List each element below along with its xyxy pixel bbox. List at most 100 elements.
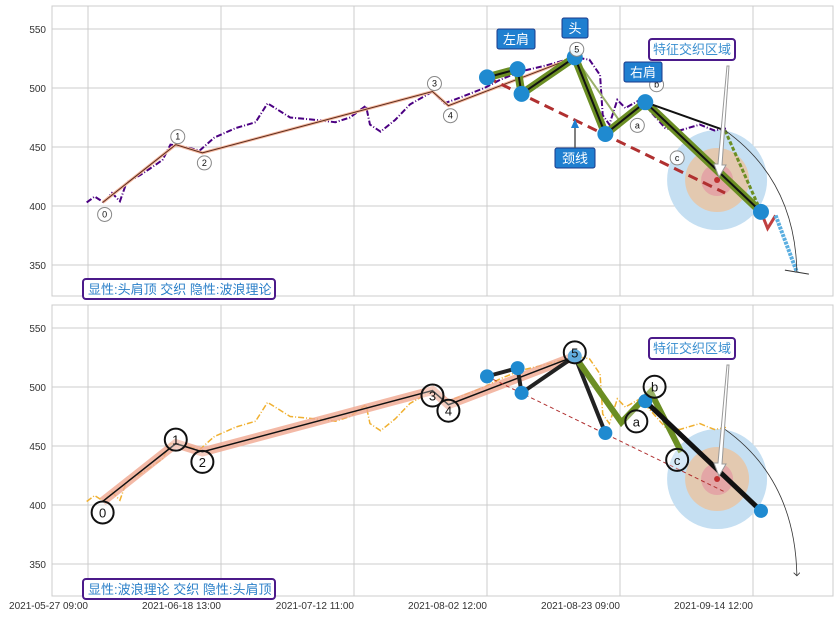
- zone-arrow-icon: [713, 364, 730, 478]
- wave-label: 0: [102, 209, 107, 219]
- callout-box-left-shoulder: [496, 28, 536, 50]
- x-tick-label: 2021-08-02 12:00: [408, 601, 487, 612]
- price-line: [86, 56, 728, 204]
- y-tick-label: 400: [29, 202, 46, 213]
- trend-line: [644, 101, 726, 132]
- y-tick-label: 500: [29, 84, 46, 95]
- wave-label-circle: [562, 340, 587, 365]
- hs-point: [598, 426, 613, 441]
- hs-point: [597, 126, 614, 143]
- x-tick-label: 2021-05-27 09:00: [9, 601, 88, 612]
- zone-arrow-icon: [713, 65, 730, 179]
- hs-point: [514, 385, 529, 400]
- wave-label-circle: [442, 108, 458, 124]
- hs-point: [753, 503, 768, 518]
- projection-line: [773, 214, 799, 273]
- callout-left-shoulder: 左肩: [503, 32, 529, 47]
- wave-label: 3: [429, 389, 436, 404]
- legend-text: 显性:头肩顶 交织 隐性:波浪理论: [88, 282, 271, 297]
- wave-label-circle: [436, 398, 461, 423]
- y-tick-label: 400: [29, 501, 46, 512]
- legend: 显性:波浪理论 交织 隐性:头肩顶: [82, 578, 276, 600]
- wave-label-circle: [629, 117, 645, 133]
- callout-box-right-shoulder: [623, 61, 663, 83]
- wave-line: [102, 56, 575, 203]
- callout-neckline: 颈线: [562, 151, 588, 166]
- zone-callout: 特征交织区域: [648, 38, 736, 179]
- y-tick-label: 450: [29, 143, 46, 154]
- wave-label: b: [654, 80, 659, 90]
- y-tick-label: 550: [29, 324, 46, 335]
- y-tick-label: 500: [29, 383, 46, 394]
- wave-label: a: [635, 120, 640, 130]
- wave-label-circle: [196, 155, 212, 171]
- hs-point: [752, 203, 769, 220]
- hs-point: [513, 85, 530, 102]
- zone-label: 特征交织区域: [653, 341, 731, 356]
- wave-label-circle: [426, 76, 442, 92]
- zone-label: 特征交织区域: [653, 42, 731, 57]
- wave-label-circle: [569, 41, 585, 57]
- feature-zone-center: [714, 476, 721, 483]
- hs-point: [479, 69, 495, 86]
- wave-label: c: [674, 453, 681, 468]
- wave-label-circle: [665, 447, 690, 472]
- forecast-arc: [724, 130, 798, 273]
- legend-text: 显性:波浪理论 交织 隐性:头肩顶: [88, 582, 271, 597]
- wave-label: 3: [432, 79, 437, 89]
- forecast-arc: [724, 429, 797, 575]
- hs-point: [510, 361, 525, 376]
- wave-label: 2: [199, 455, 206, 470]
- wave-label-circle: [190, 449, 215, 474]
- wave-label-circle: [624, 409, 649, 434]
- hs-line: [643, 399, 763, 513]
- callout-box-head: [561, 17, 589, 39]
- x-tick-label: 2021-08-23 09:00: [541, 601, 620, 612]
- wave-label-circle: [420, 383, 445, 408]
- x-tick-label: 2021-07-12 11:00: [276, 601, 355, 612]
- feature-zone-center: [714, 177, 721, 184]
- wave-label: 5: [574, 44, 579, 54]
- hs-point: [637, 94, 654, 111]
- wave-label-circle: [90, 500, 115, 525]
- hs-point: [638, 394, 653, 409]
- wave-label-circle: [669, 150, 685, 166]
- hs-point: [509, 61, 526, 78]
- y-tick-label: 550: [29, 25, 46, 36]
- hs-point: [567, 349, 582, 364]
- legend-box: [82, 578, 276, 600]
- wave-label: c: [675, 153, 680, 163]
- wave-label: 5: [571, 345, 578, 360]
- wave-label: 4: [448, 111, 453, 121]
- wave-line: [102, 355, 576, 503]
- legend-box: [82, 278, 276, 300]
- wave-label: 1: [175, 132, 180, 142]
- wave-label-circle: [97, 206, 113, 222]
- hs-point: [480, 369, 494, 384]
- wave-label: 1: [172, 433, 179, 448]
- wave-label: 0: [99, 505, 106, 520]
- y-tick-label: 350: [29, 261, 46, 272]
- zone-callout: 特征交织区域: [648, 337, 736, 478]
- legend: 显性:头肩顶 交织 隐性:波浪理论: [82, 278, 276, 300]
- zone-label-box: [648, 337, 736, 360]
- callout-right-shoulder: 右肩: [630, 65, 656, 80]
- zone-label-box: [648, 38, 736, 61]
- wave-label-circle: [170, 129, 186, 145]
- y-tick-label: 450: [29, 442, 46, 453]
- x-tick-label: 2021-06-18 13:00: [142, 601, 221, 612]
- wave-label: a: [633, 414, 641, 429]
- y-tick-label: 350: [29, 560, 46, 571]
- trend-line: [723, 129, 763, 213]
- wave-label-circle: [642, 374, 667, 399]
- neckline-arrow-icon: [571, 119, 579, 128]
- wave-label: 4: [445, 404, 452, 419]
- x-tick-label: 2021-09-14 12:00: [674, 601, 753, 612]
- wave-label-circle: [163, 427, 188, 452]
- callout-head: 头: [568, 21, 581, 36]
- wave-label: 2: [202, 158, 207, 168]
- wave-label: b: [651, 380, 658, 395]
